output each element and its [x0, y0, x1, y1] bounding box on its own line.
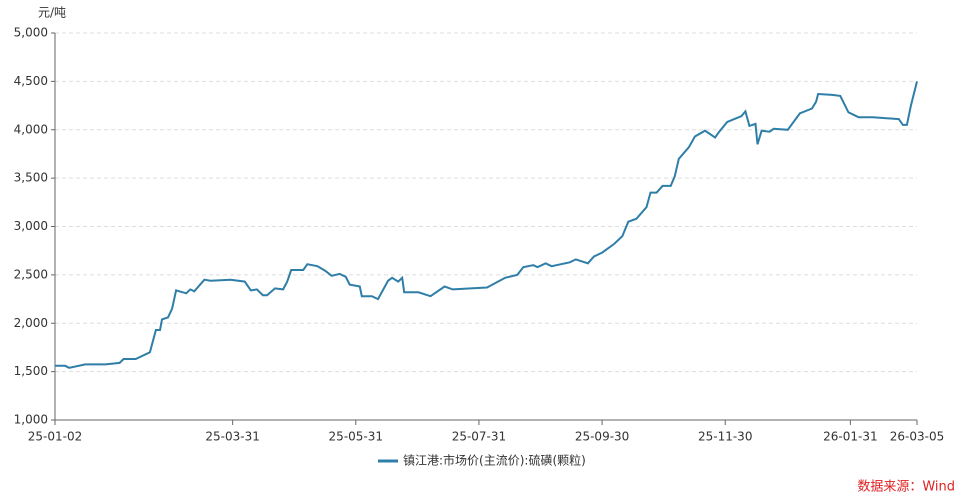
y-tick-label: 3,500 — [14, 171, 48, 185]
x-tick-label: 26-01-31 — [823, 430, 877, 444]
y-tick-label: 3,000 — [14, 219, 48, 233]
y-tick-label: 4,500 — [14, 74, 48, 88]
x-tick-label: 25-03-31 — [205, 430, 259, 444]
source: 数据来源：Wind — [857, 480, 955, 495]
x-tick-label: 25-01-02 — [28, 430, 82, 444]
x-tick-label: 25-05-31 — [329, 430, 383, 444]
y-tick-label: 1,500 — [14, 364, 48, 378]
y-tick-label: 5,000 — [14, 26, 48, 40]
legend-label: 镇江港:市场价(主流价):硫磺(颗粒) — [403, 453, 586, 468]
x-tick-label: 25-09-30 — [575, 430, 629, 444]
y-unit: 元/吨 — [38, 6, 66, 20]
x-tick-label: 26-03-05 — [890, 430, 944, 444]
y-tick-label: 2,500 — [14, 267, 48, 281]
y-tick-label: 2,000 — [14, 316, 48, 330]
line — [55, 81, 918, 369]
y-tick-label: 1,000 — [14, 413, 48, 427]
y-tick-label: 4,000 — [14, 122, 48, 136]
x-tick-label: 25-07-31 — [452, 430, 506, 444]
x-tick-label: 25-11-30 — [698, 430, 752, 444]
